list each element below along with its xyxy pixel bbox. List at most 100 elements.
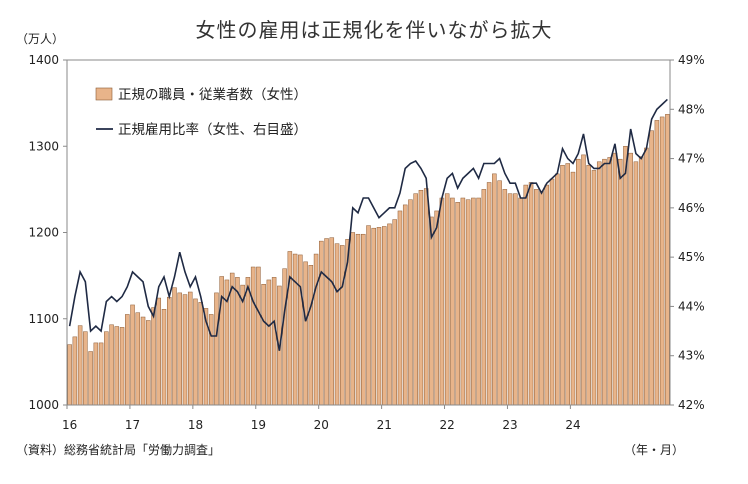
- source-note: （資料）総務省統計局「労働力調査」: [16, 443, 221, 457]
- bar: [135, 312, 141, 406]
- bar: [271, 277, 277, 406]
- bar: [308, 265, 314, 406]
- bar: [418, 189, 424, 406]
- bar: [492, 173, 497, 406]
- bar: [523, 184, 529, 406]
- x-tick-label: 16: [62, 418, 77, 432]
- bar: [665, 114, 670, 406]
- bar: [649, 130, 654, 406]
- bar: [507, 193, 513, 406]
- bar: [109, 324, 114, 406]
- bar: [371, 227, 376, 406]
- bar: [88, 351, 93, 406]
- bar: [455, 202, 460, 406]
- bar: [93, 342, 99, 406]
- right-tick-label: 48%: [678, 102, 705, 116]
- bar: [167, 296, 172, 406]
- bar: [633, 161, 639, 406]
- x-tick-label: 20: [314, 418, 329, 432]
- bar: [534, 189, 539, 406]
- bar: [502, 189, 508, 406]
- bar: [119, 327, 125, 406]
- left-tick-label: 1300: [28, 139, 59, 153]
- bar: [444, 193, 450, 406]
- bar: [313, 253, 319, 406]
- bar: [156, 297, 162, 406]
- bar: [261, 284, 266, 406]
- bar: [429, 216, 434, 406]
- x-tick-label: 23: [502, 418, 517, 432]
- bar: [72, 336, 78, 406]
- right-tick-label: 46%: [678, 201, 705, 215]
- bar: [439, 197, 445, 406]
- right-tick-label: 49%: [678, 53, 705, 67]
- legend-bar-swatch: [95, 87, 113, 101]
- bar: [659, 116, 665, 406]
- bar: [361, 233, 366, 406]
- bar: [602, 158, 607, 406]
- bar: [282, 268, 287, 406]
- bar: [208, 314, 214, 406]
- bar: [644, 147, 649, 406]
- bar: [172, 287, 177, 406]
- bar: [555, 173, 560, 406]
- bar: [413, 193, 418, 406]
- bar: [376, 227, 382, 406]
- right-tick-label: 45%: [678, 250, 705, 264]
- right-tick-label: 42%: [678, 398, 705, 412]
- x-axis-unit: （年・月）: [623, 443, 684, 457]
- bar: [235, 277, 240, 406]
- bar: [460, 197, 466, 406]
- bar: [654, 120, 660, 406]
- bar: [125, 314, 130, 406]
- left-tick-label: 1000: [28, 398, 59, 412]
- x-tick-label: 24: [565, 418, 580, 432]
- bar: [329, 237, 335, 406]
- bar: [198, 302, 203, 406]
- bar: [576, 158, 581, 406]
- bar: [177, 292, 182, 406]
- x-tick-label: 19: [251, 418, 266, 432]
- bar: [397, 210, 403, 406]
- bar: [423, 188, 429, 406]
- bar-series: [67, 114, 670, 406]
- bar: [140, 316, 146, 406]
- bar: [366, 225, 371, 406]
- bar: [350, 232, 356, 406]
- bar: [340, 245, 345, 406]
- bar: [319, 240, 324, 406]
- bar: [334, 243, 340, 406]
- bar: [565, 163, 571, 406]
- bar: [471, 197, 476, 406]
- bar: [77, 325, 83, 406]
- bar: [151, 307, 156, 406]
- bar: [67, 344, 72, 406]
- left-tick-label: 1200: [28, 226, 59, 240]
- left-axis-unit: （万人）: [16, 32, 65, 46]
- bar: [298, 254, 303, 406]
- bar: [193, 298, 198, 406]
- bar: [617, 158, 623, 406]
- bar: [450, 197, 455, 406]
- bar: [486, 182, 492, 406]
- bar: [518, 197, 523, 406]
- bar: [539, 190, 544, 406]
- bar: [570, 171, 576, 406]
- bar: [182, 294, 188, 406]
- bar: [161, 309, 167, 406]
- bar: [256, 266, 261, 406]
- x-tick-label: 21: [377, 418, 392, 432]
- bar: [104, 331, 109, 406]
- ratio-line: [68, 98, 668, 351]
- bar: [83, 331, 88, 406]
- bar: [497, 180, 502, 406]
- bar: [476, 197, 481, 406]
- x-axis: 16 17 18 19 20 21 22 23 24: [62, 405, 581, 432]
- bar: [266, 279, 272, 406]
- x-tick-label: 18: [188, 418, 203, 432]
- bar: [612, 152, 618, 406]
- bar: [544, 184, 550, 406]
- bar: [607, 157, 612, 406]
- bar: [324, 238, 329, 406]
